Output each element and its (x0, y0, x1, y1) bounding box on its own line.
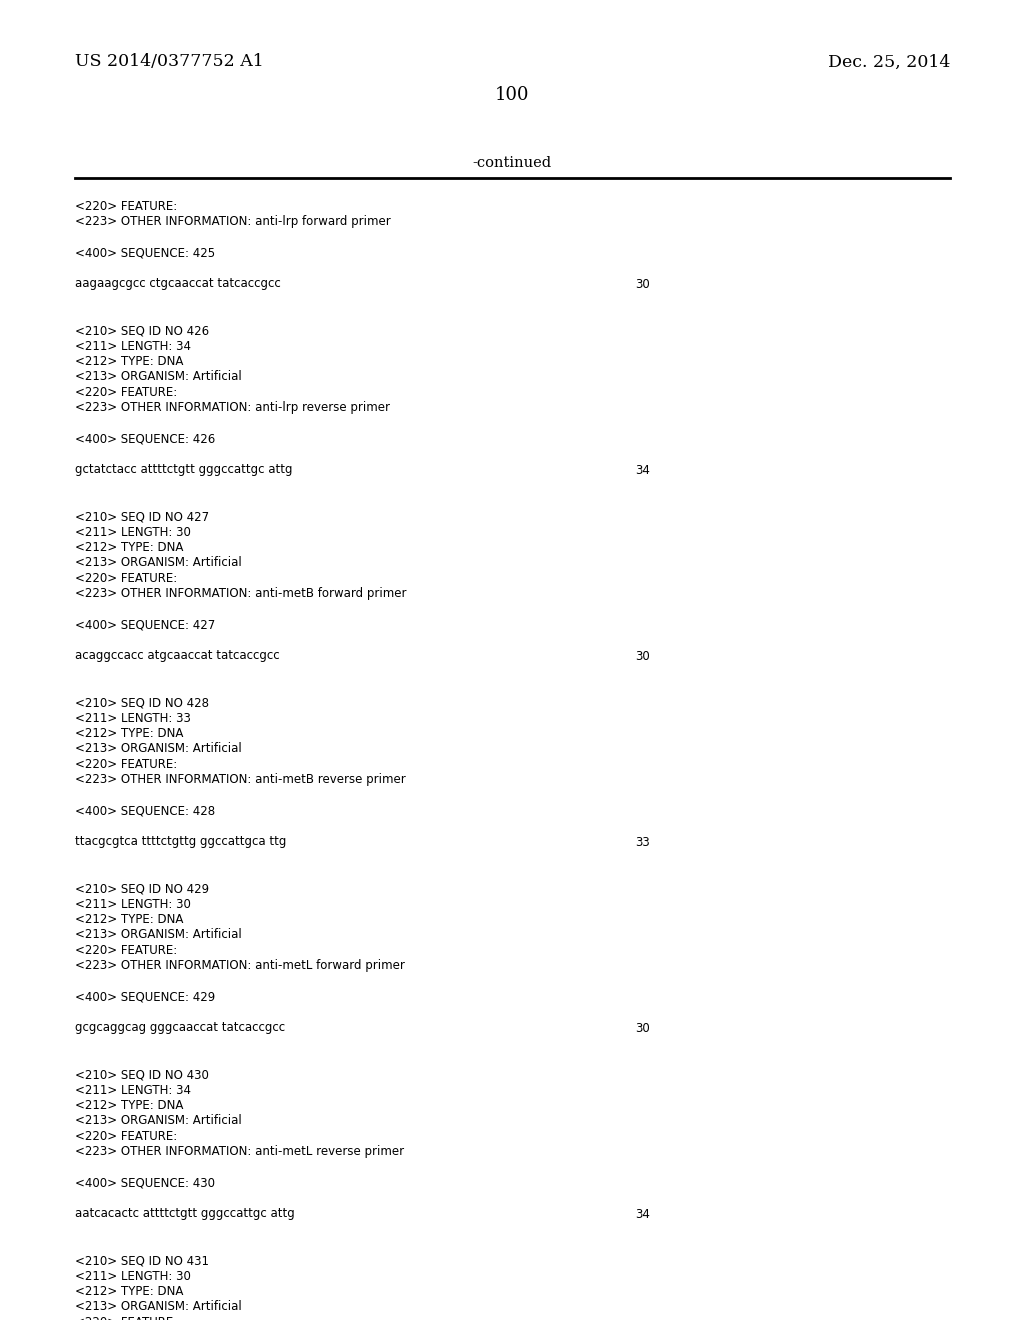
Text: <210> SEQ ID NO 430: <210> SEQ ID NO 430 (75, 1068, 209, 1081)
Text: 34: 34 (635, 1208, 650, 1221)
Text: <220> FEATURE:: <220> FEATURE: (75, 1130, 177, 1143)
Text: <220> FEATURE:: <220> FEATURE: (75, 201, 177, 213)
Text: <213> ORGANISM: Artificial: <213> ORGANISM: Artificial (75, 557, 242, 569)
Text: <400> SEQUENCE: 430: <400> SEQUENCE: 430 (75, 1176, 215, 1189)
Text: 30: 30 (635, 1022, 650, 1035)
Text: 100: 100 (495, 86, 529, 104)
Text: <400> SEQUENCE: 428: <400> SEQUENCE: 428 (75, 804, 215, 817)
Text: <223> OTHER INFORMATION: anti-lrp forward primer: <223> OTHER INFORMATION: anti-lrp forwar… (75, 215, 391, 228)
Text: <213> ORGANISM: Artificial: <213> ORGANISM: Artificial (75, 371, 242, 384)
Text: ttacgcgtca ttttctgttg ggccattgca ttg: ttacgcgtca ttttctgttg ggccattgca ttg (75, 836, 287, 849)
Text: aagaagcgcc ctgcaaccat tatcaccgcc: aagaagcgcc ctgcaaccat tatcaccgcc (75, 277, 281, 290)
Text: acaggccacc atgcaaccat tatcaccgcc: acaggccacc atgcaaccat tatcaccgcc (75, 649, 280, 663)
Text: <400> SEQUENCE: 425: <400> SEQUENCE: 425 (75, 247, 215, 260)
Text: 30: 30 (635, 277, 650, 290)
Text: <400> SEQUENCE: 426: <400> SEQUENCE: 426 (75, 433, 215, 446)
Text: <212> TYPE: DNA: <212> TYPE: DNA (75, 355, 183, 368)
Text: <211> LENGTH: 30: <211> LENGTH: 30 (75, 898, 190, 911)
Text: <400> SEQUENCE: 427: <400> SEQUENCE: 427 (75, 619, 215, 631)
Text: <211> LENGTH: 30: <211> LENGTH: 30 (75, 525, 190, 539)
Text: <212> TYPE: DNA: <212> TYPE: DNA (75, 1100, 183, 1111)
Text: <213> ORGANISM: Artificial: <213> ORGANISM: Artificial (75, 928, 242, 941)
Text: -continued: -continued (472, 156, 552, 170)
Text: 34: 34 (635, 463, 650, 477)
Text: <220> FEATURE:: <220> FEATURE: (75, 1316, 177, 1320)
Text: <220> FEATURE:: <220> FEATURE: (75, 944, 177, 957)
Text: Dec. 25, 2014: Dec. 25, 2014 (827, 54, 950, 70)
Text: <213> ORGANISM: Artificial: <213> ORGANISM: Artificial (75, 1300, 242, 1313)
Text: <212> TYPE: DNA: <212> TYPE: DNA (75, 1284, 183, 1298)
Text: <213> ORGANISM: Artificial: <213> ORGANISM: Artificial (75, 742, 242, 755)
Text: <223> OTHER INFORMATION: anti-metL reverse primer: <223> OTHER INFORMATION: anti-metL rever… (75, 1146, 404, 1159)
Text: <223> OTHER INFORMATION: anti-metB forward primer: <223> OTHER INFORMATION: anti-metB forwa… (75, 587, 407, 601)
Text: <210> SEQ ID NO 428: <210> SEQ ID NO 428 (75, 696, 209, 709)
Text: <220> FEATURE:: <220> FEATURE: (75, 572, 177, 585)
Text: <212> TYPE: DNA: <212> TYPE: DNA (75, 727, 183, 741)
Text: <210> SEQ ID NO 429: <210> SEQ ID NO 429 (75, 882, 209, 895)
Text: US 2014/0377752 A1: US 2014/0377752 A1 (75, 54, 264, 70)
Text: <210> SEQ ID NO 431: <210> SEQ ID NO 431 (75, 1254, 209, 1267)
Text: <220> FEATURE:: <220> FEATURE: (75, 758, 177, 771)
Text: <400> SEQUENCE: 429: <400> SEQUENCE: 429 (75, 990, 215, 1003)
Text: <213> ORGANISM: Artificial: <213> ORGANISM: Artificial (75, 1114, 242, 1127)
Text: <220> FEATURE:: <220> FEATURE: (75, 385, 177, 399)
Text: 33: 33 (635, 836, 650, 849)
Text: <223> OTHER INFORMATION: anti-metB reverse primer: <223> OTHER INFORMATION: anti-metB rever… (75, 774, 406, 787)
Text: <210> SEQ ID NO 427: <210> SEQ ID NO 427 (75, 510, 209, 523)
Text: <211> LENGTH: 33: <211> LENGTH: 33 (75, 711, 190, 725)
Text: 30: 30 (635, 649, 650, 663)
Text: <212> TYPE: DNA: <212> TYPE: DNA (75, 913, 183, 927)
Text: gctatctacc attttctgtt gggccattgc attg: gctatctacc attttctgtt gggccattgc attg (75, 463, 293, 477)
Text: <211> LENGTH: 34: <211> LENGTH: 34 (75, 1084, 191, 1097)
Text: <212> TYPE: DNA: <212> TYPE: DNA (75, 541, 183, 554)
Text: aatcacactc attttctgtt gggccattgc attg: aatcacactc attttctgtt gggccattgc attg (75, 1208, 295, 1221)
Text: <223> OTHER INFORMATION: anti-lrp reverse primer: <223> OTHER INFORMATION: anti-lrp revers… (75, 401, 390, 414)
Text: <223> OTHER INFORMATION: anti-metL forward primer: <223> OTHER INFORMATION: anti-metL forwa… (75, 960, 404, 973)
Text: <210> SEQ ID NO 426: <210> SEQ ID NO 426 (75, 323, 209, 337)
Text: <211> LENGTH: 30: <211> LENGTH: 30 (75, 1270, 190, 1283)
Text: gcgcaggcag gggcaaccat tatcaccgcc: gcgcaggcag gggcaaccat tatcaccgcc (75, 1022, 285, 1035)
Text: <211> LENGTH: 34: <211> LENGTH: 34 (75, 339, 191, 352)
